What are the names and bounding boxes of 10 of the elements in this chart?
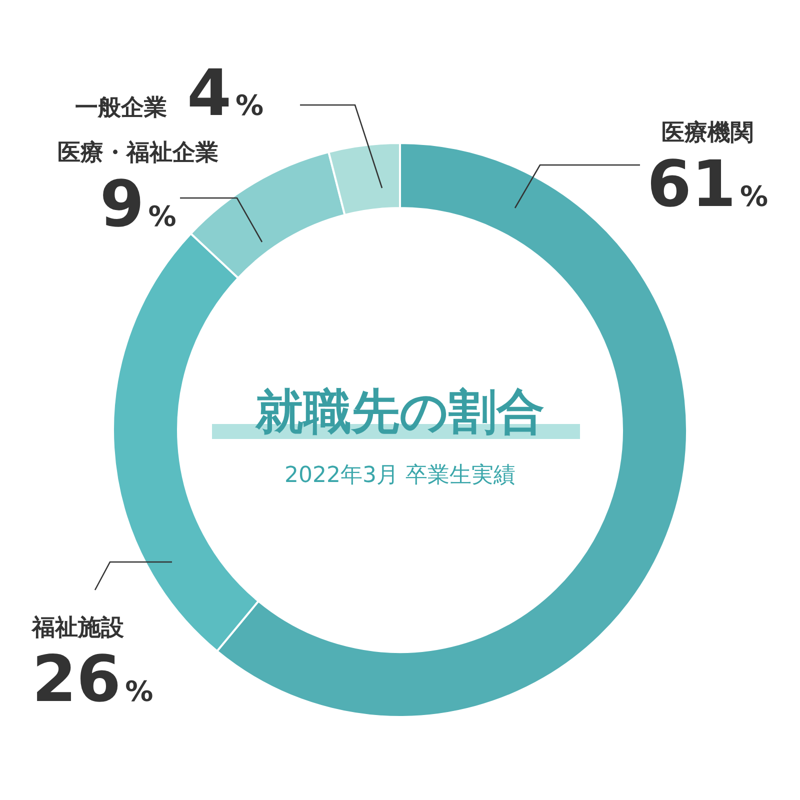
data-label: 26% — [32, 643, 154, 717]
slice-label: 医療・福祉企業 — [56, 140, 220, 166]
data-label: 4% — [187, 57, 264, 131]
slice-label: 医療機関 — [660, 120, 754, 146]
text: 就職先の割合 — [254, 384, 544, 440]
slice-label: 一般企業 — [75, 95, 167, 121]
slice-label: 福祉施設 — [32, 615, 125, 641]
data-label: 9% — [100, 168, 176, 242]
data-label: 61% — [646, 148, 768, 222]
text: 2022年3月 卒業生実績 — [284, 463, 516, 488]
